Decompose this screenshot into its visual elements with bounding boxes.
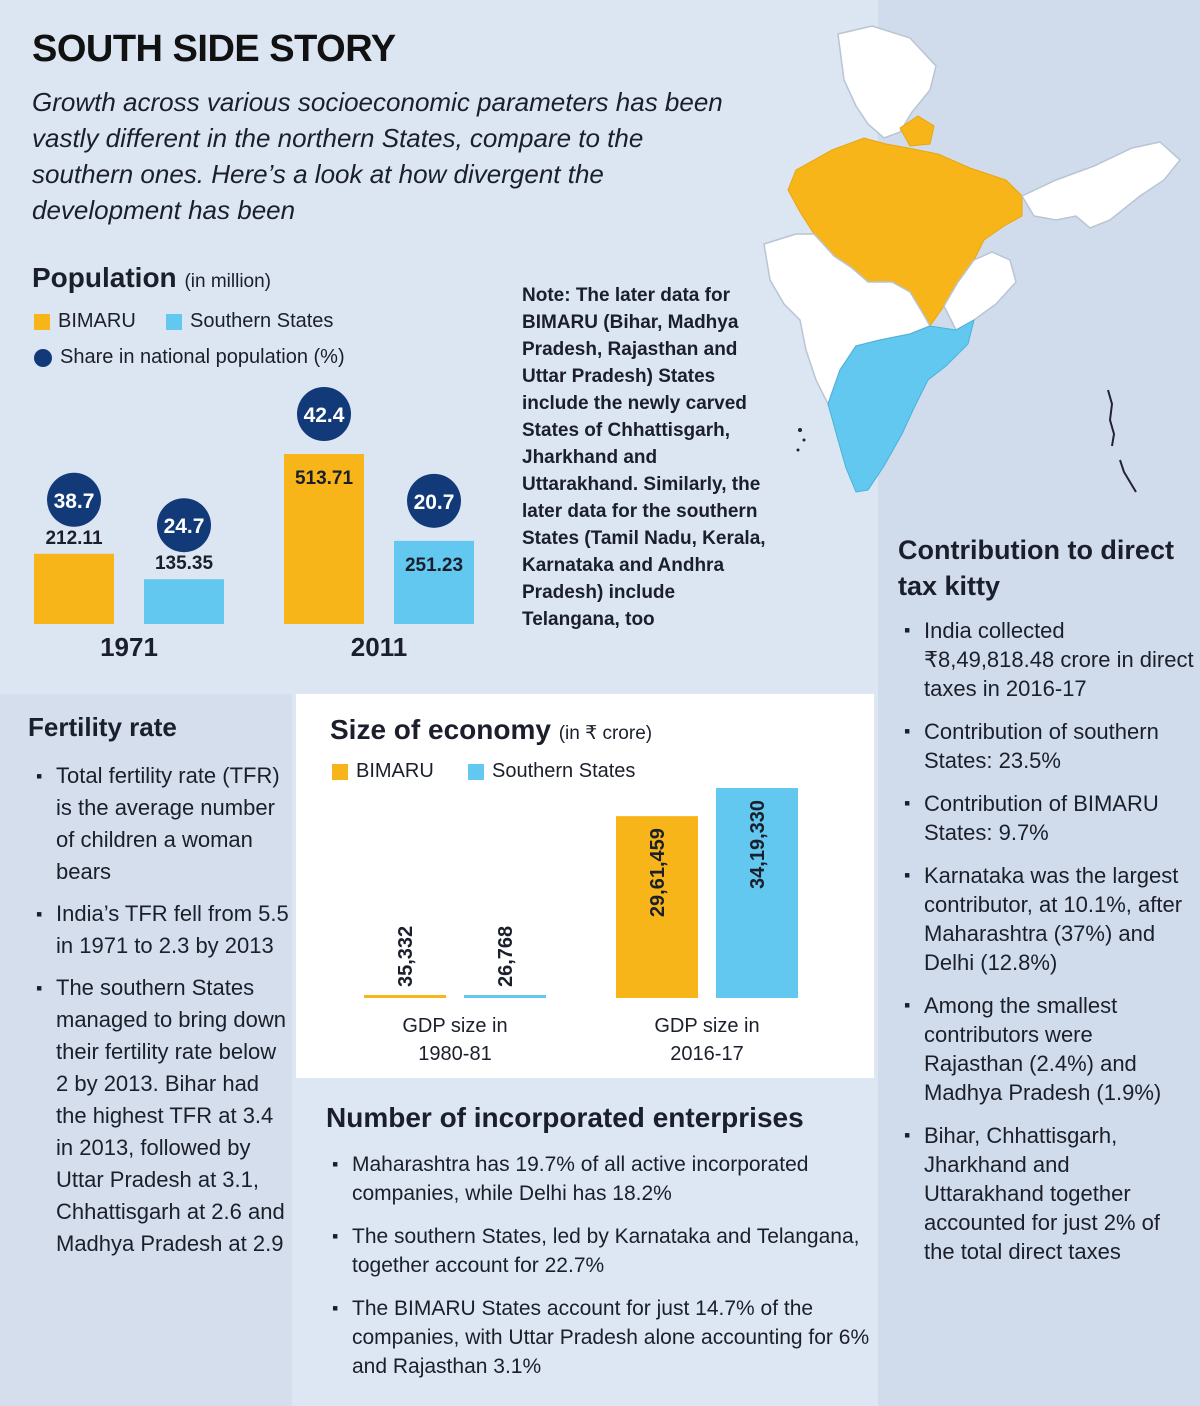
economy-bar: [616, 816, 698, 998]
tax-item: Contribution of southern States: 23.5%: [902, 717, 1194, 775]
share-label: 20.7: [414, 491, 455, 514]
population-title: Population (in million): [32, 262, 271, 294]
population-legend-bimaru: BIMARU: [34, 310, 136, 333]
economy-unit: (in ₹ crore): [558, 723, 653, 744]
share-circle: [297, 387, 351, 441]
population-chart: 212.11 38.7 135.35 24.7 1971 513.71 42.4 251.23…: [34, 387, 474, 662]
share-dot: [34, 348, 52, 367]
share-label: 38.7: [54, 490, 95, 513]
enterprises-item: The BIMARU States account for just 14.7%…: [330, 1294, 870, 1381]
economy-data-label: 34,19,330: [747, 800, 769, 889]
population-data-label: 135.35: [155, 553, 214, 574]
population-legend-southern: Southern States: [166, 310, 333, 333]
fertility-item: Total fertility rate (TFR) is the averag…: [34, 760, 290, 888]
economy-data-label: 26,768: [495, 926, 517, 987]
economy-title: Size of economy (in ₹ crore): [330, 714, 652, 746]
tax-item: India collected ₹8,49,818.48 crore in di…: [902, 616, 1194, 703]
population-bar: [144, 579, 224, 624]
population-bar: [394, 540, 474, 624]
economy-bar: [464, 995, 546, 998]
map-region-south: [827, 319, 975, 493]
population-data-label: 212.11: [45, 528, 102, 549]
map-island: [796, 448, 800, 452]
legend-label: Southern States: [190, 310, 334, 332]
share-label: 24.7: [164, 515, 205, 538]
economy-title-text: Size of economy: [330, 714, 551, 745]
economy-category-year: 2016-17: [670, 1043, 743, 1065]
share-circle: [47, 472, 101, 527]
legend-label: BIMARU: [58, 310, 136, 332]
map-island: [798, 428, 802, 432]
population-bar: [34, 553, 114, 624]
map-region-northeast: [1020, 141, 1182, 229]
population-title-text: Population: [32, 262, 177, 293]
economy-legend-bimaru: BIMARU: [332, 760, 434, 783]
fertility-title: Fertility rate: [28, 712, 177, 742]
population-year-label: 2011: [351, 632, 407, 662]
southern-swatch: [166, 313, 182, 330]
enterprises-list: Maharashtra has 19.7% of all active inco…: [330, 1150, 870, 1395]
share-circle: [157, 498, 211, 553]
economy-legend-southern: Southern States: [468, 760, 635, 783]
intro-text: Growth across various socioeconomic para…: [32, 87, 723, 225]
map-islands-nicobar: [1119, 459, 1137, 493]
tax-item: Karnataka was the largest contributor, a…: [902, 861, 1194, 977]
population-year-label: 1971: [100, 632, 158, 662]
economy-data-label: 29,61,459: [647, 828, 669, 917]
economy-bar: [364, 995, 446, 998]
population-data-label: 251.23: [405, 555, 463, 576]
population-bar: [284, 454, 364, 624]
enterprises-item: The southern States, led by Karnataka an…: [330, 1222, 870, 1280]
economy-category-label: GDP size in: [402, 1015, 507, 1037]
fertility-list: Total fertility rate (TFR) is the averag…: [34, 760, 290, 1270]
share-label: 42.4: [304, 404, 345, 427]
legend-label: Share in national population (%): [60, 346, 345, 368]
economy-data-label: 35,332: [395, 926, 417, 987]
enterprises-title: Number of incorporated enterprises: [326, 1102, 804, 1133]
population-data-label: 513.71: [295, 468, 354, 489]
economy-category-label: GDP size in: [654, 1015, 759, 1037]
tax-item: Among the smallest contributors were Raj…: [902, 991, 1194, 1107]
economy-bar: [716, 788, 798, 998]
tax-item: Contribution of BIMARU States: 9.7%: [902, 789, 1194, 847]
map-islands-andaman: [1107, 389, 1116, 447]
economy-category-year: 1980-81: [418, 1043, 491, 1065]
southern-swatch: [468, 763, 484, 780]
fertility-item: The southern States managed to bring dow…: [34, 972, 290, 1260]
bimaru-swatch: [332, 763, 348, 780]
map-region-north: [837, 25, 937, 139]
enterprises-item: Maharashtra has 19.7% of all active inco…: [330, 1150, 870, 1208]
bimaru-swatch: [34, 313, 50, 330]
legend-label: Southern States: [492, 760, 636, 782]
india-map: [763, 25, 1182, 493]
tax-title: Contribution to direct tax kitty: [898, 535, 1174, 601]
population-unit: (in million): [184, 271, 272, 292]
population-note: Note: The later data for BIMARU (Bihar, …: [522, 285, 766, 630]
population-legend-share: Share in national population (%): [34, 346, 345, 369]
tax-item: Bihar, Chhattisgarh, Jharkhand and Uttar…: [902, 1121, 1194, 1266]
map-island: [802, 438, 806, 442]
tax-list: India collected ₹8,49,818.48 crore in di…: [902, 616, 1194, 1280]
fertility-item: India’s TFR fell from 5.5 in 1971 to 2.3…: [34, 898, 290, 962]
legend-label: BIMARU: [356, 760, 434, 782]
page-title: SOUTH SIDE STORY: [32, 28, 396, 70]
economy-chart: 35,332 26,768 GDP size in 1980-81 29,61,459 3…: [364, 788, 798, 1065]
share-circle: [407, 473, 461, 528]
map-region-uttarakhand: [899, 115, 935, 147]
